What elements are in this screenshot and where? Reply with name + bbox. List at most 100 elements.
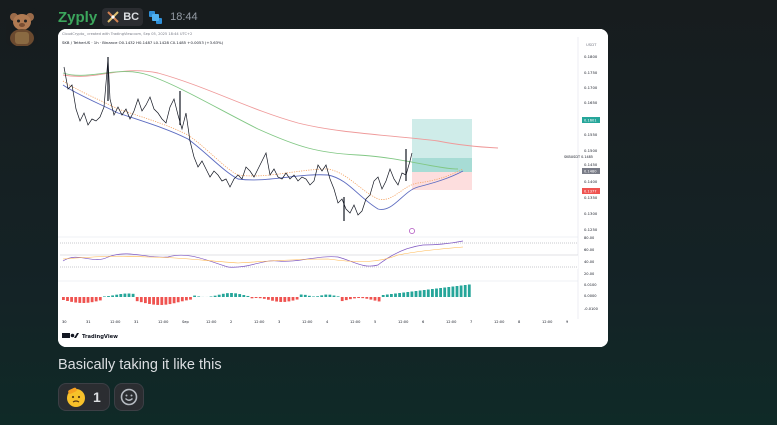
svg-text:80.00: 80.00 bbox=[584, 236, 595, 240]
macd-axis: 0.0100 0.0000 -0.0100 bbox=[584, 283, 599, 311]
macd-bar bbox=[74, 297, 78, 303]
macd-bar bbox=[156, 297, 160, 305]
chart-image-attachment[interactable]: CloudCrypto_ created with TradingView.co… bbox=[58, 29, 608, 347]
time-tick: 12:00 bbox=[158, 320, 169, 324]
add-reaction-icon bbox=[120, 388, 138, 406]
sl-price-marker bbox=[582, 188, 600, 194]
macd-bar bbox=[431, 289, 434, 297]
svg-text:0.1650: 0.1650 bbox=[584, 100, 598, 105]
ema-100-line bbox=[62, 71, 459, 170]
time-tick: 3 bbox=[278, 320, 280, 324]
macd-bar bbox=[435, 288, 438, 297]
ema-200-line bbox=[62, 70, 499, 149]
macd-bar bbox=[344, 297, 348, 301]
svg-text:0.0100: 0.0100 bbox=[584, 283, 597, 287]
macd-bar bbox=[82, 297, 86, 303]
macd-bar bbox=[410, 291, 414, 297]
macd-bar bbox=[447, 287, 451, 297]
macd-bar bbox=[303, 294, 307, 297]
take-profit-zone bbox=[412, 119, 472, 158]
chart-symbol-line: SKB / TetherUS · 1h · Binance O0.1432 H0… bbox=[62, 40, 224, 45]
macd-bar bbox=[349, 297, 352, 300]
chart-header-line: CloudCrypto_ created with TradingView.co… bbox=[62, 32, 192, 36]
macd-bar bbox=[336, 296, 340, 297]
saluting-face-emoji-icon bbox=[67, 387, 85, 407]
macd-bar bbox=[312, 296, 315, 297]
macd-bar bbox=[299, 294, 303, 297]
tp-price-label: 0.1601 bbox=[584, 119, 597, 123]
svg-text:0.1300: 0.1300 bbox=[584, 211, 598, 216]
macd-bar bbox=[320, 295, 324, 297]
svg-text:0.1750: 0.1750 bbox=[584, 70, 598, 75]
time-tick: 2 bbox=[230, 320, 232, 324]
reactions-bar: 1 bbox=[58, 383, 144, 411]
macd-bar bbox=[316, 296, 319, 297]
macd-bar bbox=[262, 297, 266, 299]
svg-text:60.00: 60.00 bbox=[584, 248, 595, 252]
time-tick: 12:00 bbox=[542, 320, 553, 324]
server-tag-icon[interactable] bbox=[148, 10, 163, 25]
macd-bar bbox=[90, 297, 94, 303]
macd-bar bbox=[295, 297, 299, 300]
ema-20-line bbox=[62, 84, 464, 210]
macd-bar bbox=[176, 297, 180, 303]
reaction-count: 1 bbox=[93, 389, 101, 405]
svg-text:0.1250: 0.1250 bbox=[584, 227, 598, 232]
time-axis: 30 31 12:00 31 12:00 Sep 12:00 2 12:00 3 12:00 4 12:… bbox=[62, 320, 569, 324]
time-tick: 12:00 bbox=[254, 320, 265, 324]
trading-chart: CloudCrypto_ created with TradingView.co… bbox=[58, 29, 608, 347]
macd-bar bbox=[168, 297, 172, 305]
macd-bar bbox=[353, 297, 356, 299]
macd-bar bbox=[144, 297, 147, 304]
time-tick: 8 bbox=[518, 320, 521, 324]
macd-bar bbox=[123, 293, 127, 297]
macd-bar bbox=[414, 291, 418, 297]
macd-bar bbox=[160, 297, 164, 305]
macd-bar bbox=[131, 293, 135, 297]
macd-bar bbox=[385, 294, 389, 297]
rsi-pane bbox=[60, 240, 578, 269]
clan-tag[interactable]: BC bbox=[102, 8, 144, 26]
time-tick: 12:00 bbox=[302, 320, 313, 324]
reaction-saluting-face[interactable]: 1 bbox=[58, 383, 110, 411]
macd-bar bbox=[103, 296, 106, 297]
macd-bar bbox=[451, 286, 455, 297]
macd-bar bbox=[119, 294, 123, 297]
macd-bar bbox=[308, 295, 311, 297]
svg-text:0.1350: 0.1350 bbox=[584, 195, 598, 200]
macd-bar bbox=[189, 297, 192, 300]
time-tick: 6 bbox=[422, 320, 425, 324]
add-reaction-button[interactable] bbox=[113, 383, 144, 411]
macd-bar bbox=[94, 297, 98, 302]
svg-text:0.1450: 0.1450 bbox=[584, 162, 598, 167]
macd-bar bbox=[463, 285, 467, 297]
macd-bar bbox=[324, 294, 328, 297]
macd-bar bbox=[459, 285, 463, 297]
ema-50-line bbox=[62, 80, 464, 200]
time-tick: 12:00 bbox=[494, 320, 505, 324]
macd-bar bbox=[135, 297, 139, 302]
macd-bar bbox=[139, 297, 143, 303]
macd-bar bbox=[185, 297, 188, 301]
time-tick: 4 bbox=[326, 320, 329, 324]
macd-bar bbox=[172, 297, 176, 304]
svg-text:0.1500: 0.1500 bbox=[584, 148, 598, 153]
macd-bar bbox=[279, 297, 283, 302]
macd-bar bbox=[402, 292, 406, 297]
stop-loss-zone bbox=[412, 172, 472, 190]
macd-bar bbox=[373, 297, 377, 301]
macd-bar bbox=[390, 294, 393, 297]
svg-text:0.1800: 0.1800 bbox=[584, 54, 598, 59]
macd-bar bbox=[234, 293, 237, 297]
user-avatar[interactable] bbox=[6, 8, 38, 46]
macd-bar bbox=[197, 296, 201, 297]
macd-bar bbox=[455, 286, 459, 297]
macd-bar bbox=[357, 297, 360, 299]
username[interactable]: Zyply bbox=[58, 8, 98, 26]
time-tick: 12:00 bbox=[350, 320, 361, 324]
macd-bar bbox=[267, 297, 270, 300]
svg-text:40.00: 40.00 bbox=[584, 260, 595, 264]
macd-bar bbox=[275, 297, 278, 302]
svg-text:0.0000: 0.0000 bbox=[584, 294, 597, 298]
timestamp[interactable]: 18:44 bbox=[170, 11, 198, 23]
